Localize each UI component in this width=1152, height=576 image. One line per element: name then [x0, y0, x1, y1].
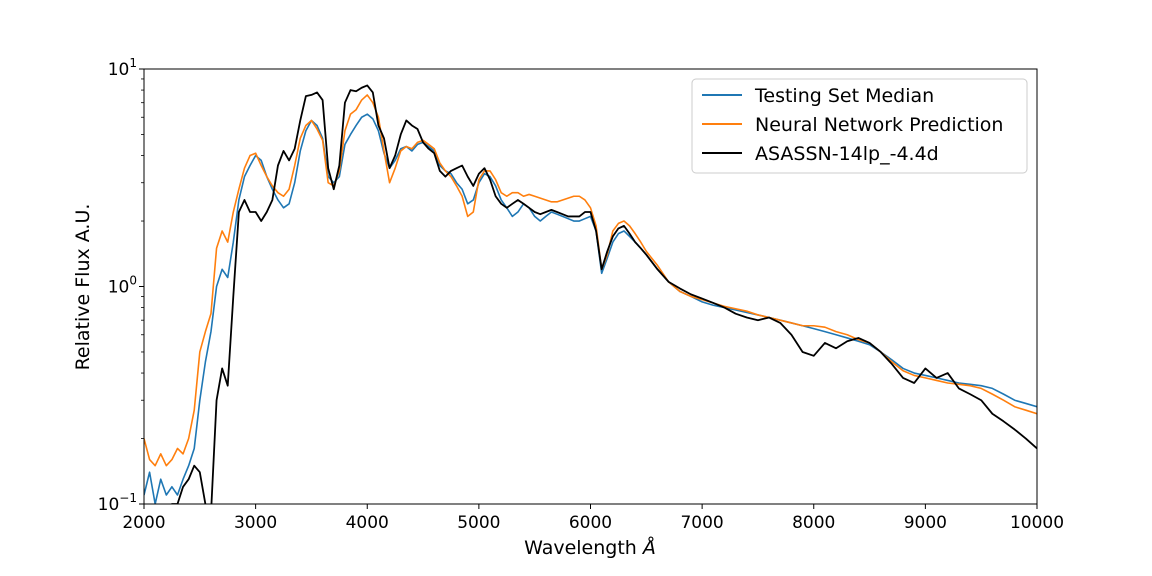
x-tick-label: 6000 [569, 513, 612, 533]
legend-box [691, 78, 1028, 174]
x-tick-label: 2000 [122, 513, 165, 533]
legend-label-testing-set-median: Testing Set Median [754, 85, 934, 107]
x-tick-label: 3000 [234, 513, 277, 533]
series-line-asassn-14lp-4-4d [170, 84, 1037, 504]
x-tick-label: 7000 [680, 513, 723, 533]
x-tick-label: 5000 [457, 513, 500, 533]
x-tick-label: 8000 [792, 513, 835, 533]
x-tick-label: 10000 [1010, 513, 1064, 533]
axis-ticks: 2000 3000 4000 5000 6000 7000 8000 9000 10000 10−… [98, 56, 1064, 533]
legend-label-neural-network-prediction: Neural Network Prediction [755, 114, 1003, 136]
x-axis-label: Wavelength Å [524, 536, 656, 559]
y-tick-label: 100 [108, 274, 137, 298]
y-tick-label: 101 [108, 56, 137, 80]
legend: Testing Set Median Neural Network Predic… [691, 78, 1028, 174]
plot-frame [143, 68, 1038, 505]
legend-label-asassn-14lp: ASASSN-14lp_-4.4d [755, 143, 939, 165]
x-tick-label: 9000 [904, 513, 947, 533]
y-tick-label: 10−1 [98, 491, 137, 515]
x-tick-label: 4000 [346, 513, 389, 533]
y-axis-label: Relative Flux A.U. [72, 204, 94, 371]
series-line-neural-network-prediction [144, 94, 1037, 467]
series-layer [144, 84, 1037, 504]
